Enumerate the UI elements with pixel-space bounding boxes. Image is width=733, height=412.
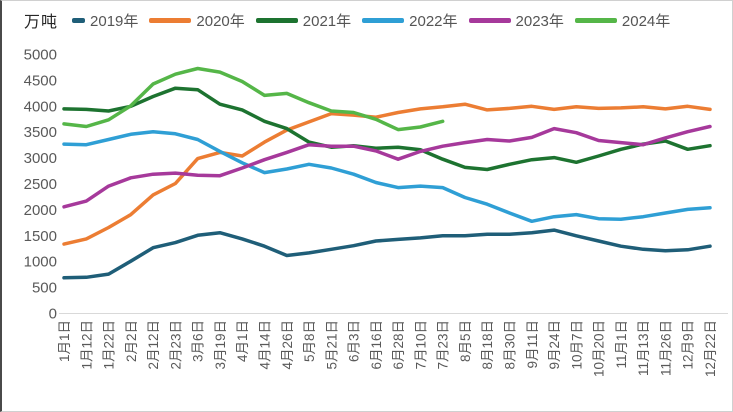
x-axis-tick-label: 2月12日 — [146, 320, 161, 370]
y-axis-tick-label: 3500 — [24, 124, 57, 141]
y-axis-tick-label: 0 — [49, 306, 57, 323]
series-line-2022年 — [62, 129, 712, 224]
x-axis-tick-label: 9月24日 — [547, 320, 562, 370]
x-axis-tick-label: 4月26日 — [280, 320, 295, 370]
x-axis-tick-label: 2月2日 — [124, 320, 139, 362]
legend-label-2024: 2024年 — [621, 12, 671, 30]
x-axis-tick-label: 4月1日 — [235, 320, 250, 362]
x-axis-tick-label: 10月20日 — [592, 320, 607, 377]
x-axis-tick-label: 9月11日 — [525, 320, 540, 369]
x-axis-tick-label: 10月7日 — [569, 320, 584, 370]
legend-swatch-2021 — [255, 17, 298, 23]
legend-label-2023: 2023年 — [515, 12, 564, 30]
x-axis-tick-label: 11月26日 — [658, 320, 673, 376]
legend-label-2019: 2019年 — [90, 12, 139, 30]
series-line-2021年 — [62, 86, 712, 172]
x-axis-tick-label: 6月3日 — [347, 320, 362, 362]
x-axis-tick-label: 11月13日 — [636, 320, 651, 376]
x-axis-tick-label: 7月10日 — [413, 320, 428, 370]
x-axis-tick-label: 1月1日 — [57, 320, 72, 362]
series-line-2019年 — [62, 228, 712, 280]
x-axis-tick-label: 5月8日 — [302, 320, 317, 362]
legend-item-2019: 2019年 — [72, 10, 138, 31]
x-axis-tick-label: 3月6日 — [191, 320, 206, 362]
y-axis-unit-label: 万吨 — [24, 14, 59, 31]
legend-swatch-2020 — [149, 17, 192, 23]
x-axis-tick-label: 8月18日 — [480, 320, 495, 370]
y-axis-tick-label: 5000 — [24, 47, 57, 64]
x-axis-tick-label: 5月21日 — [324, 320, 339, 370]
legend-item-2022: 2022年 — [362, 10, 458, 31]
legend-swatch-2023 — [468, 17, 511, 23]
x-axis-tick-label: 7月23日 — [436, 320, 451, 370]
y-axis-tick-label: 500 — [32, 280, 57, 297]
chart-header: 万吨 2019年 2020年 2021年 2022年 2023年 — [24, 8, 722, 32]
y-axis-tick-label: 2000 — [24, 202, 57, 219]
x-axis-tick-label: 8月5日 — [458, 320, 473, 362]
legend-swatch-2022 — [362, 17, 405, 23]
legend-item-2024: 2024年 — [574, 10, 671, 31]
series-line-2020年 — [62, 102, 712, 246]
y-axis-tick-label: 1000 — [24, 254, 57, 271]
x-axis-tick-label: 4月14日 — [257, 320, 272, 370]
y-axis-tick-label: 1500 — [24, 228, 57, 245]
legend-item-2023: 2023年 — [468, 10, 564, 31]
legend-item-2020: 2020年 — [149, 10, 245, 31]
legend-swatch-2024 — [574, 17, 617, 23]
legend-label-2022: 2022年 — [409, 12, 458, 30]
legend-label-2020: 2020年 — [196, 12, 245, 30]
x-axis-tick-label: 6月28日 — [391, 320, 406, 370]
x-axis-tick-label: 11月1日 — [614, 320, 629, 369]
y-axis-tick-label: 2500 — [24, 176, 57, 193]
x-axis-tick-label: 3月19日 — [213, 320, 228, 370]
y-axis-tick-label: 4500 — [24, 72, 57, 89]
y-axis-tick-label: 3000 — [24, 150, 57, 167]
series-line-2024年 — [62, 66, 445, 132]
chart-legend: 2019年 2020年 2021年 2022年 2023年 2024年 — [72, 10, 670, 31]
x-axis-tick-label: 1月12日 — [79, 320, 94, 370]
legend-item-2021: 2021年 — [255, 10, 352, 31]
x-axis-tick-label: 1月22日 — [102, 320, 117, 370]
x-axis-tick-label: 8月30日 — [503, 320, 518, 370]
x-axis-tick-label: 12月9日 — [681, 320, 696, 370]
x-axis-tick-label: 2月23日 — [168, 320, 183, 370]
series-line-2023年 — [62, 124, 712, 209]
x-axis-tick-label: 12月22日 — [703, 320, 718, 377]
y-axis-tick-label: 4000 — [24, 98, 57, 115]
x-axis-tick-label: 6月16日 — [369, 320, 384, 370]
legend-swatch-2019 — [72, 17, 86, 23]
legend-label-2021: 2021年 — [302, 12, 352, 30]
